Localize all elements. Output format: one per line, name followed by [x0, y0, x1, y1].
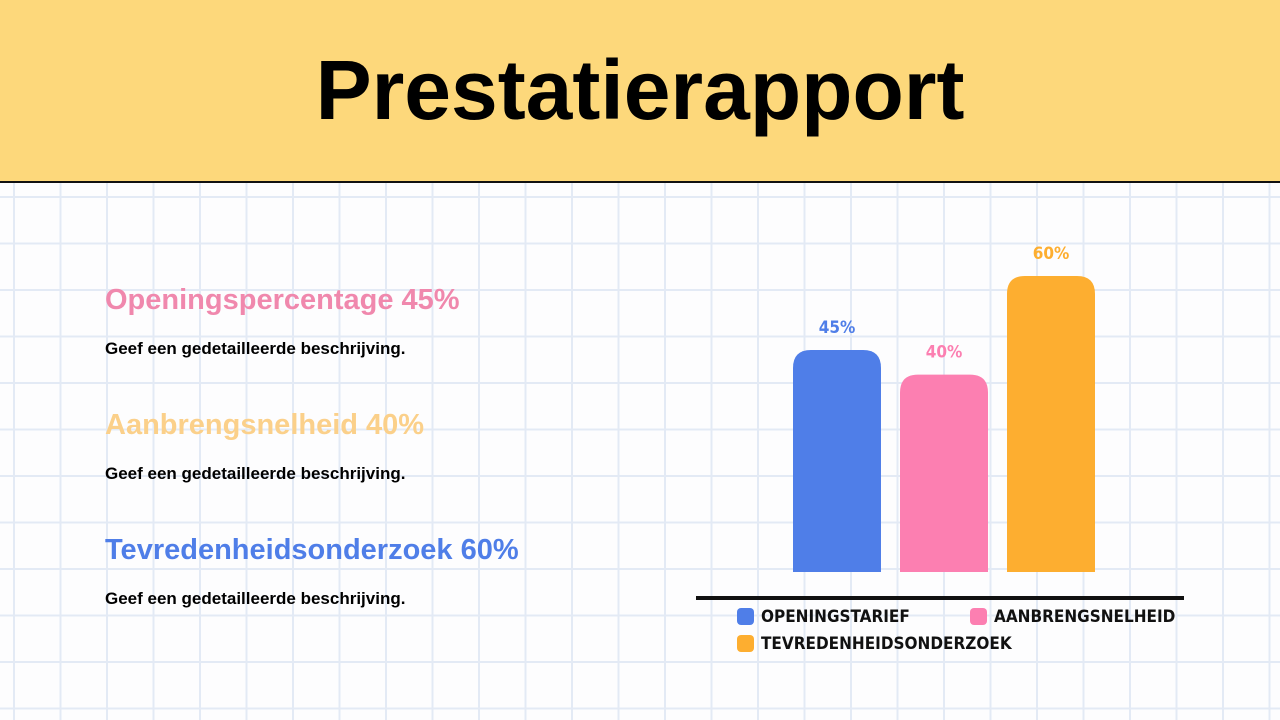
bar — [1007, 276, 1095, 572]
bar — [793, 350, 881, 572]
item-heading: Tevredenheidsonderzoek 60% — [105, 534, 519, 566]
value-label: 60% — [1033, 244, 1070, 264]
item-description: Geef een gedetailleerde beschrijving. — [105, 464, 406, 483]
item: Tevredenheidsonderzoek 60% Geef een gedet… — [105, 534, 519, 609]
item-heading: Openingspercentage 45% — [105, 284, 460, 316]
header: Prestatierapport — [0, 0, 1280, 183]
item-description: Geef een gedetailleerde beschrijving. — [105, 589, 406, 608]
value-label: 40% — [926, 343, 963, 363]
value-label: 45% — [819, 318, 856, 338]
legend-label: AANBRENGSNELHEID — [994, 607, 1175, 627]
legend-label: OPENINGSTARIEF — [761, 607, 910, 627]
legend-swatch — [737, 608, 754, 625]
bar — [900, 374, 988, 572]
title: Prestatierapport — [315, 43, 965, 137]
item: Openingspercentage 45% Geef een gedetaill… — [105, 284, 460, 359]
item-heading: Aanbrengsnelheid 40% — [105, 409, 425, 441]
item-description: Geef een gedetailleerde beschrijving. — [105, 339, 406, 358]
legend-swatch — [737, 635, 754, 652]
item: Aanbrengsnelheid 40% Geef een gedetaillee… — [105, 409, 424, 484]
legend-swatch — [970, 608, 987, 625]
legend-label: TEVREDENHEIDSONDERZOEK — [761, 634, 1013, 654]
